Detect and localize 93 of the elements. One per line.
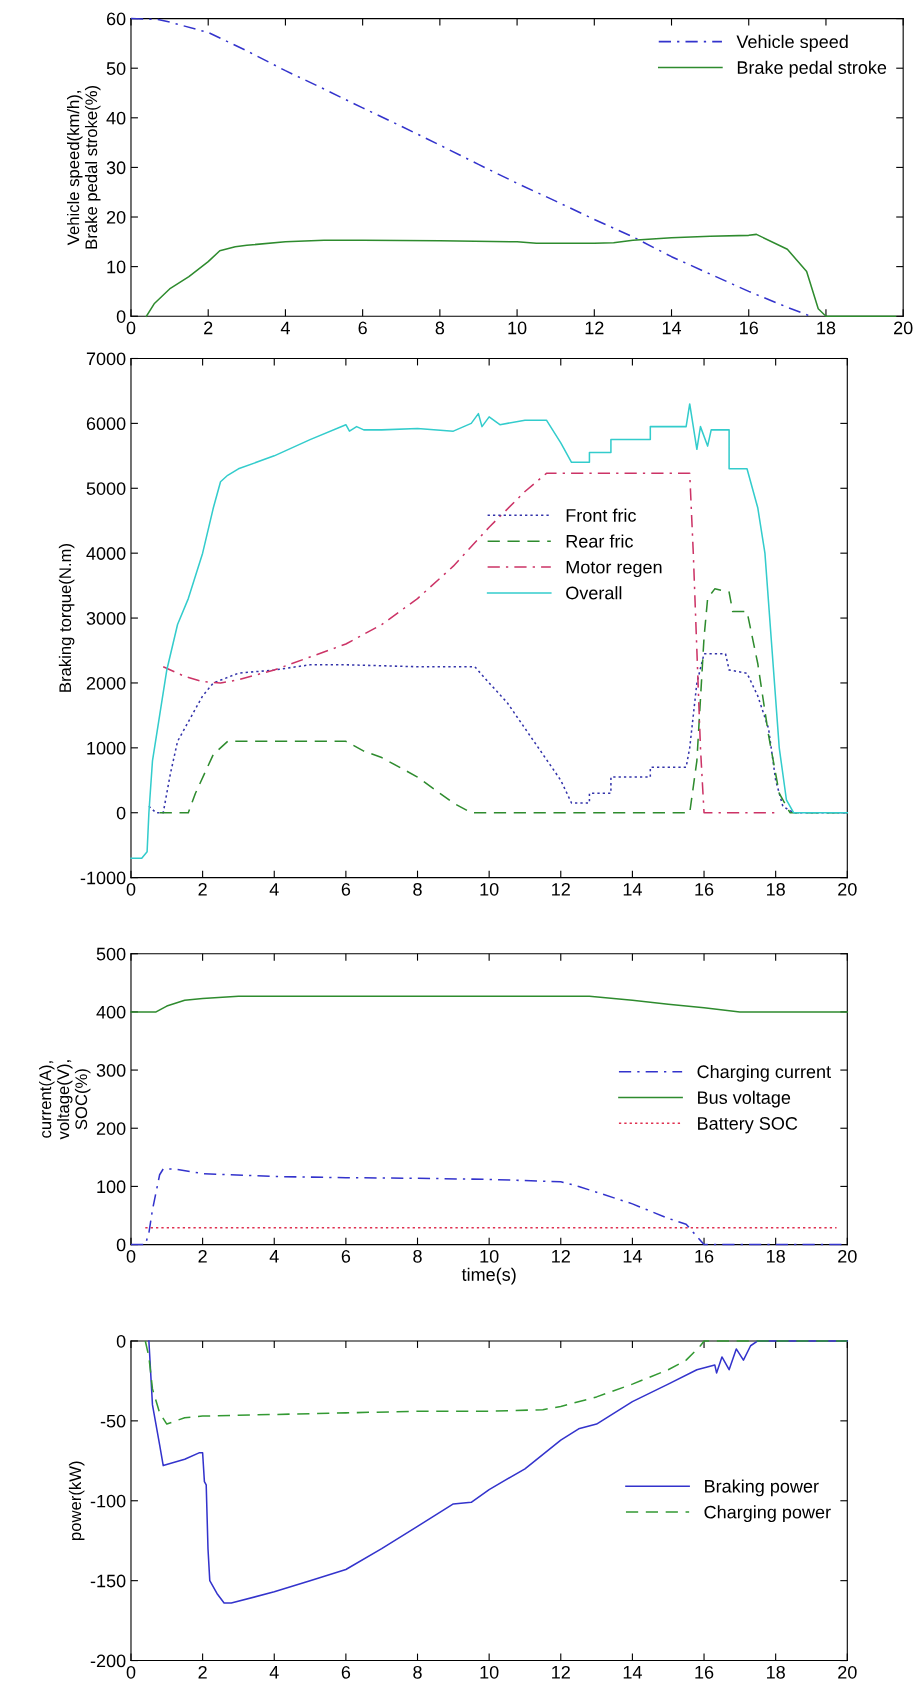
y-tick-label: 300	[96, 1064, 126, 1077]
x-tick-label: 10	[480, 1249, 499, 1263]
y-axis-title: current(A), voltage(V), SOC(%)	[39, 1060, 91, 1140]
legend-label: Rear fric	[566, 534, 633, 548]
x-tick-label: 8	[413, 882, 422, 896]
x-tick-label: 4	[280, 321, 290, 335]
y-tick-label: 50	[106, 62, 126, 75]
line-series	[130, 995, 849, 1013]
y-tick-label: 200	[96, 1122, 126, 1135]
x-axis-title: time(s)	[461, 1267, 516, 1285]
x-tick-label: 10	[508, 321, 527, 335]
x-tick-label: 20	[838, 1665, 857, 1679]
x-tick-label: 16	[740, 321, 758, 335]
line-series	[148, 1340, 849, 1604]
x-tick-label: 4	[269, 883, 279, 896]
x-tick-label: 12	[552, 882, 570, 896]
x-tick-label: 12	[585, 321, 604, 335]
x-tick-label: 2	[198, 882, 207, 896]
y-tick-label: 40	[106, 111, 126, 125]
x-tick-label: 8	[435, 321, 445, 335]
legend-label: Braking power	[705, 1479, 819, 1497]
x-tick-label: 14	[623, 1250, 642, 1263]
y-tick-label: 30	[106, 161, 126, 175]
x-tick-label: 20	[838, 882, 857, 896]
x-tick-label: 2	[198, 1665, 207, 1679]
y-tick-label: 2000	[86, 676, 126, 690]
legend-label: Brake pedal stroke	[737, 60, 887, 78]
x-tick-label: 6	[341, 1249, 351, 1263]
y-tick-label: 0	[116, 806, 126, 820]
y-tick-label: 5000	[86, 482, 126, 495]
x-tick-label: 6	[341, 1665, 351, 1679]
y-tick-label: 0	[116, 310, 126, 323]
line-series	[144, 1340, 849, 1425]
x-tick-label: 0	[126, 321, 136, 335]
y-tick-label: -1000	[80, 871, 126, 885]
x-tick-label: 2	[198, 1249, 207, 1263]
x-tick-label: 20	[838, 1249, 857, 1263]
x-tick-label: 18	[767, 1665, 785, 1679]
line-series	[145, 233, 897, 317]
legend-label: Overall	[566, 586, 622, 600]
legend-label: Bus voltage	[698, 1090, 791, 1108]
x-tick-label: 4	[269, 1250, 279, 1263]
legend-label: Front fric	[566, 508, 636, 522]
y-tick-label: 100	[97, 1180, 126, 1194]
legend-label: Charging current	[697, 1064, 831, 1082]
x-tick-label: 0	[126, 1249, 136, 1263]
y-axis-title: Vehicle speed(km/h), Brake pedal stroke(%)	[67, 86, 101, 249]
y-tick-label: 60	[106, 12, 126, 26]
x-tick-label: 0	[126, 882, 136, 896]
x-tick-label: 0	[126, 1665, 136, 1679]
x-tick-label: 12	[552, 1665, 570, 1679]
y-tick-label: 0	[116, 1238, 126, 1252]
x-tick-label: 14	[623, 883, 642, 896]
y-tick-label: 7000	[86, 352, 126, 366]
line-series	[130, 403, 849, 859]
x-tick-label: 8	[413, 1249, 422, 1263]
y-tick-label: 0	[116, 1334, 126, 1348]
y-tick-label: -50	[100, 1414, 126, 1428]
x-tick-label: 6	[341, 882, 351, 896]
y-tick-label: 4000	[86, 547, 126, 560]
x-tick-label: 12	[552, 1249, 570, 1263]
y-tick-label: 1000	[87, 741, 126, 755]
y-axis-title: power(kW)	[68, 1461, 85, 1540]
x-tick-label: 18	[817, 321, 836, 335]
x-tick-label: 16	[695, 1665, 714, 1679]
y-tick-label: -200	[90, 1654, 126, 1668]
x-tick-label: 6	[358, 321, 367, 335]
x-tick-label: 18	[767, 882, 785, 896]
legend-label: Battery SOC	[698, 1117, 798, 1134]
x-tick-label: 14	[662, 321, 682, 335]
x-tick-label: 8	[413, 1665, 422, 1679]
x-tick-label: 10	[480, 1665, 499, 1679]
y-tick-label: 6000	[86, 417, 126, 431]
y-tick-label: 500	[96, 947, 126, 961]
line-series	[162, 472, 777, 814]
y-tick-label: 400	[96, 1005, 126, 1019]
y-tick-label: 3000	[86, 611, 126, 625]
y-tick-label: 20	[106, 210, 126, 224]
legend-label: Charging power	[704, 1505, 831, 1523]
x-tick-label: 16	[695, 1249, 714, 1263]
legend-label: Motor regen	[566, 560, 662, 578]
y-tick-label: -100	[90, 1494, 126, 1508]
x-tick-label: 16	[695, 882, 714, 896]
x-tick-label: 20	[894, 321, 913, 335]
legend-label: Vehicle speed	[736, 34, 848, 52]
y-tick-label: -150	[90, 1574, 126, 1588]
x-tick-label: 2	[204, 321, 213, 335]
x-tick-label: 18	[767, 1249, 785, 1263]
y-axis-title: Braking torque(N.m)	[58, 544, 75, 692]
x-tick-label: 14	[623, 1666, 642, 1679]
x-tick-label: 4	[269, 1666, 279, 1679]
y-tick-label: 10	[107, 260, 126, 274]
x-tick-label: 10	[480, 882, 499, 896]
